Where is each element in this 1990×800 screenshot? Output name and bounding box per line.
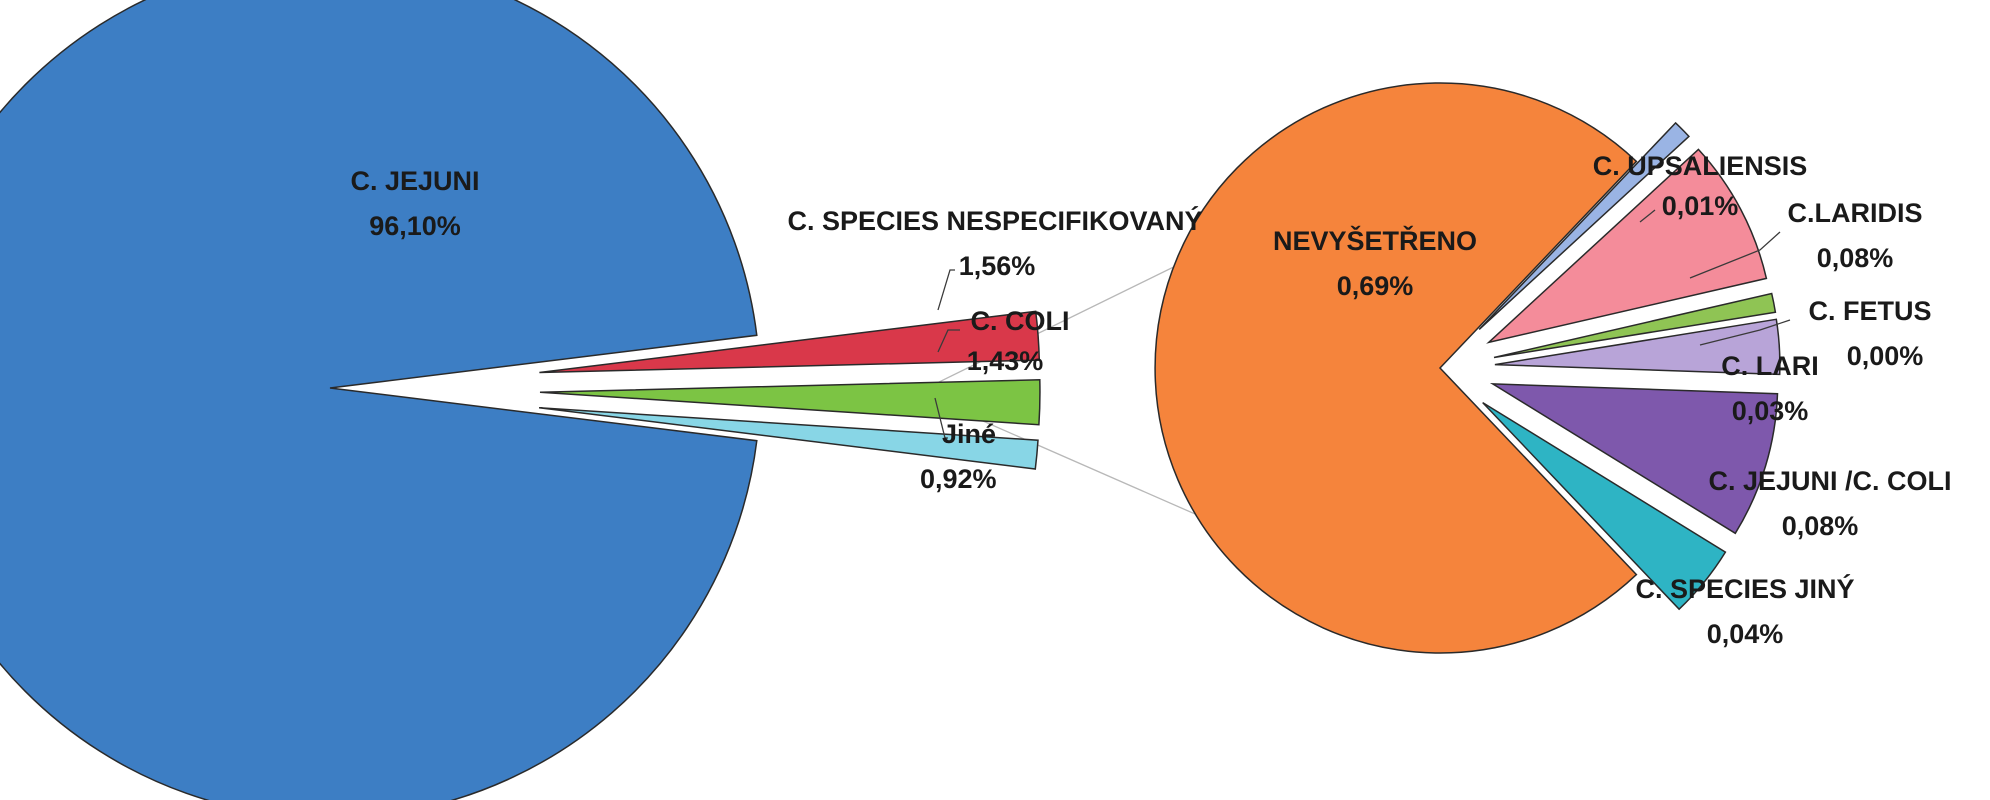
value-c-jejuni: 96,10% <box>369 211 461 241</box>
value-c-species-nespecifikovany: 1,56% <box>959 251 1036 281</box>
label-jine: Jiné <box>942 419 996 449</box>
sub-slice-c-species-jiny <box>1482 401 1727 611</box>
value-c-upsaliensis: 0,01% <box>1662 191 1739 221</box>
leader-c-fetus <box>1699 319 1791 346</box>
slice-jine <box>539 406 1039 470</box>
sub-slice-c-lari <box>1494 318 1781 376</box>
label-c-laridis: C.LARIDIS <box>1788 198 1923 228</box>
leader-lines <box>934 209 1791 439</box>
value-c-lari: 0,03% <box>1732 396 1809 426</box>
slice-c-coli <box>539 379 1041 426</box>
value-c-jejuni-c-coli: 0,08% <box>1782 511 1859 541</box>
sub-slice-c-fetus <box>1493 292 1777 359</box>
value-c-laridis: 0,08% <box>1817 243 1894 273</box>
sub-slice-c-laridis <box>1486 148 1768 344</box>
label-c-species-jiny: C. SPECIES JINÝ <box>1635 573 1854 604</box>
value-c-species-jiny: 0,04% <box>1707 619 1784 649</box>
label-c-species-nespecifikovany: C. SPECIES NESPECIFIKOVANÝ <box>787 205 1202 236</box>
label-c-jejuni-c-coli: C. JEJUNI /C. COLI <box>1708 466 1951 496</box>
label-nevysetreno: NEVYŠETŘENO <box>1273 225 1477 256</box>
sub-slice-c-upsaliensis <box>1478 121 1690 330</box>
label-c-coli: C. COLI <box>971 306 1070 336</box>
sub-slice-nevysetreno <box>1154 82 1638 654</box>
leader-c-species-nespecifikovany <box>937 269 955 311</box>
slice-c-jejuni <box>0 0 758 800</box>
label-c-fetus: C. FETUS <box>1808 296 1931 326</box>
value-c-fetus: 0,00% <box>1847 341 1924 371</box>
value-jine: 0,92% <box>920 464 997 494</box>
slice-labels: C. JEJUNI 96,10% C. SPECIES NESPECIFIKOVAN… <box>350 151 1951 649</box>
sub-slice-c-jejuni-c-coli <box>1489 383 1779 535</box>
leader-jine <box>934 397 948 439</box>
label-c-lari: C. LARI <box>1721 351 1819 381</box>
leader-c-coli <box>937 329 960 353</box>
value-nevysetreno: 0,69% <box>1337 271 1414 301</box>
main-pie <box>0 0 1041 800</box>
label-c-jejuni: C. JEJUNI <box>350 166 479 196</box>
slice-c-species-nespecifikovany <box>539 310 1041 374</box>
leader-c-laridis <box>1689 231 1781 279</box>
secondary-pie <box>1154 82 1781 654</box>
label-c-upsaliensis: C. UPSALIENSIS <box>1593 151 1808 181</box>
leader-c-upsaliensis <box>1639 209 1656 223</box>
value-c-coli: 1,43% <box>967 346 1044 376</box>
